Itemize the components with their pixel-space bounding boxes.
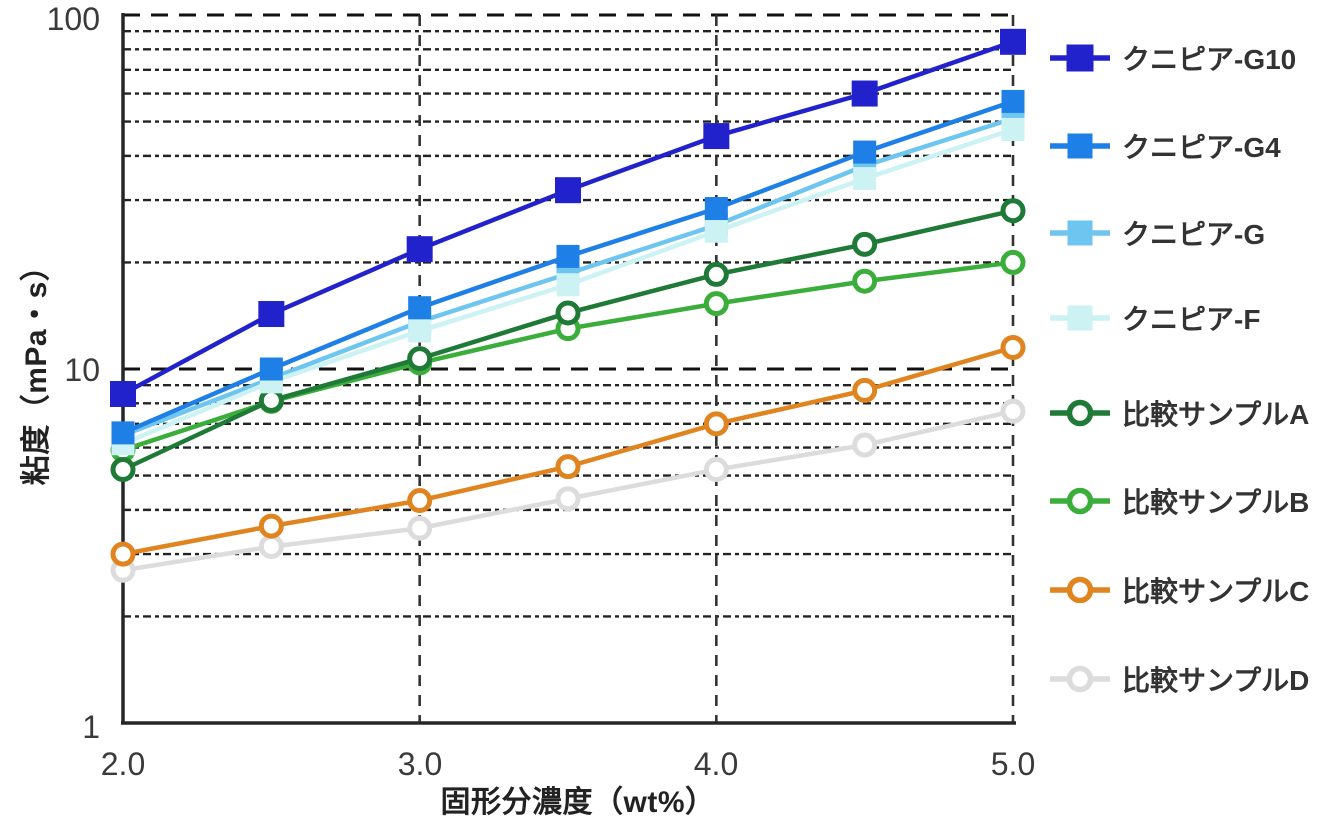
data-point — [406, 236, 433, 263]
legend-square-marker-icon — [1050, 305, 1110, 331]
data-point — [1000, 398, 1026, 424]
data-point — [852, 268, 878, 294]
legend-label-5: 比較サンプルB — [1122, 487, 1310, 518]
legend-item-7: 比較サンプルD — [1048, 660, 1309, 698]
legend-item-0: クニピア-G10 — [1048, 39, 1296, 77]
data-point — [259, 357, 283, 381]
data-point — [1000, 28, 1026, 55]
data-point — [556, 273, 580, 297]
data-point — [1000, 249, 1026, 275]
legend-item-2: クニピア-G — [1048, 214, 1265, 252]
data-point — [555, 486, 581, 512]
data-point — [110, 457, 136, 483]
y-tick-100: 100 — [47, 1, 100, 37]
legend-square-marker-icon — [1050, 133, 1110, 159]
x-axis-title: 固形分濃度（wt%） — [440, 786, 716, 819]
legend-circle-marker-icon — [1050, 487, 1110, 515]
legend-item-3: クニピア-F — [1048, 299, 1260, 337]
x-tick-3.0: 3.0 — [398, 746, 442, 782]
data-point — [407, 346, 433, 372]
data-point — [555, 454, 581, 480]
legend-label-6: 比較サンプルC — [1122, 576, 1310, 607]
data-point — [853, 140, 877, 164]
data-point — [407, 488, 433, 514]
legend-square-marker-icon — [1050, 220, 1110, 246]
data-point — [703, 123, 730, 150]
data-point — [555, 177, 581, 204]
y-axis-title: 粘度（mPa・s） — [20, 250, 53, 486]
grid-lines — [123, 13, 1015, 723]
legend-label-4: 比較サンプルA — [1122, 399, 1310, 430]
x-tick-4.0: 4.0 — [694, 746, 738, 782]
data-point — [1000, 198, 1026, 224]
legend: クニピア-G10 クニピア-G4 クニピア-G クニピア-F 比較サンプルA 比較サンプル… — [1048, 0, 1324, 832]
data-point — [407, 515, 433, 541]
legend-square-marker-icon — [1050, 44, 1110, 72]
data-point — [111, 421, 135, 445]
legend-item-4: 比較サンプルA — [1048, 394, 1309, 432]
data-point — [852, 231, 878, 257]
data-point — [408, 319, 432, 343]
data-point — [555, 300, 581, 326]
data-point — [556, 244, 580, 268]
legend-circle-marker-icon — [1050, 576, 1110, 604]
data-point — [704, 197, 728, 221]
data-point — [703, 261, 729, 287]
y-tick-10: 10 — [64, 352, 100, 388]
data-point — [258, 301, 285, 328]
data-point — [1001, 89, 1025, 113]
data-point — [110, 541, 136, 567]
legend-item-6: 比較サンプルC — [1048, 571, 1309, 609]
legend-circle-marker-icon — [1050, 399, 1110, 427]
legend-label-3: クニピア-F — [1122, 304, 1261, 335]
data-point — [704, 219, 728, 243]
data-point — [258, 513, 284, 539]
data-point — [703, 411, 729, 437]
legend-circle-marker-icon — [1050, 665, 1110, 693]
data-point — [703, 291, 729, 317]
y-tick-1: 1 — [82, 709, 100, 745]
data-series — [110, 28, 1026, 583]
legend-label-7: 比較サンプルD — [1122, 665, 1310, 696]
data-point — [851, 80, 878, 107]
data-point — [408, 296, 432, 320]
data-point — [258, 387, 284, 413]
data-point — [1000, 335, 1026, 361]
x-tick-5.0: 5.0 — [991, 746, 1035, 782]
legend-item-5: 比較サンプルB — [1048, 482, 1309, 520]
data-point — [258, 534, 284, 560]
data-point — [853, 167, 877, 191]
legend-item-1: クニピア-G4 — [1048, 127, 1281, 165]
legend-label-1: クニピア-G4 — [1122, 132, 1281, 163]
data-point — [703, 457, 729, 483]
data-point — [1001, 117, 1025, 141]
data-point — [852, 377, 878, 403]
x-tick-2.0: 2.0 — [101, 746, 145, 782]
legend-label-2: クニピア-G — [1122, 219, 1266, 250]
data-point — [852, 432, 878, 458]
series-line-6 — [122, 345, 1014, 557]
data-point — [110, 380, 136, 407]
legend-label-0: クニピア-G10 — [1122, 44, 1297, 75]
